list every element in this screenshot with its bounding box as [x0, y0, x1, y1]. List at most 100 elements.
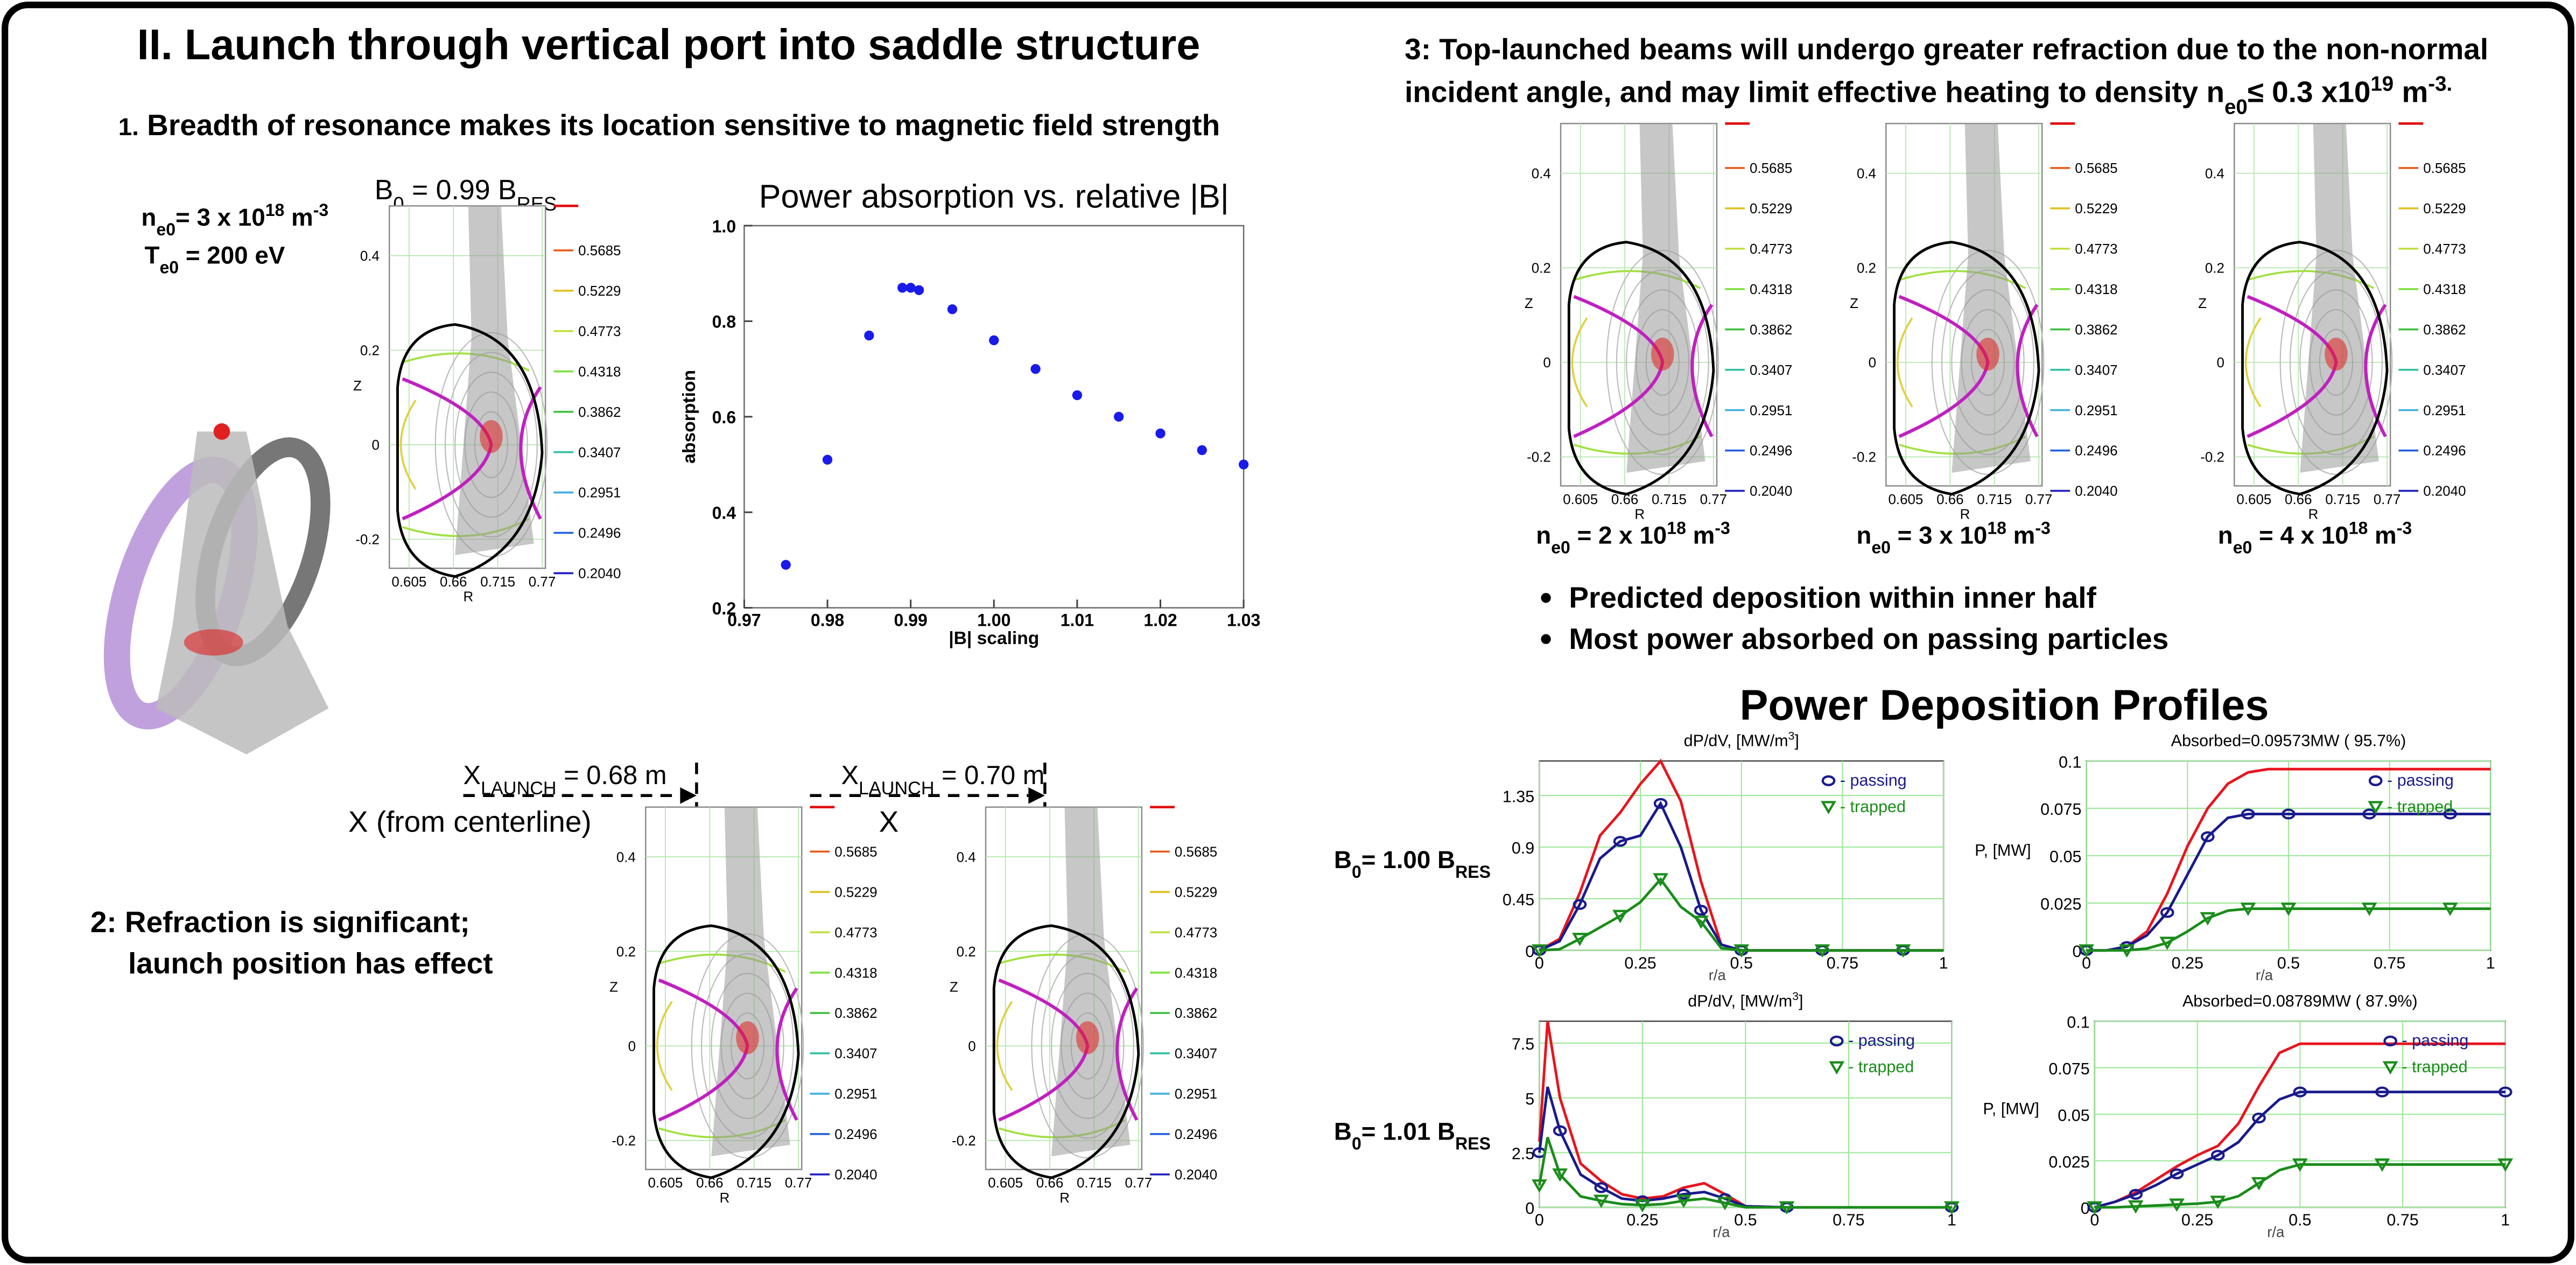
y-tick-label: 0.6 — [712, 408, 736, 427]
x-tick-label: 0.75 — [1827, 954, 1858, 972]
z-tick-label: -0.2 — [2200, 449, 2224, 465]
colorbar-label: 0.5685 — [2423, 160, 2466, 176]
marker — [1779, 1201, 1795, 1215]
text-run: = 3 x 10 — [1891, 521, 1987, 549]
text-run: 18 — [265, 200, 285, 220]
section-heading: launch position has effect — [128, 947, 493, 980]
y-tick-label: 2.5 — [1512, 1144, 1534, 1163]
equilibrium-plot: 0.40.20-0.20.605 0.66 0.715 0.77ZR0.56850.5… — [2198, 122, 2466, 522]
deposition-title: Power Deposition Profiles — [1740, 681, 2269, 729]
r-tick-label: 0.715 — [2325, 491, 2360, 507]
marker — [2382, 1061, 2398, 1075]
legend-label: - trapped — [1848, 1058, 1914, 1076]
colorbar-label: 0.4318 — [2423, 281, 2466, 297]
density-case: ne0 = 4 x 1018 m-3 — [2218, 518, 2412, 557]
r-tick-label: 0.77 — [529, 574, 556, 590]
yellow-contour — [399, 400, 417, 490]
r-tick-label: 0.715 — [1652, 491, 1687, 507]
chart-title: Absorbed=0.08789MW ( 87.9%) — [2182, 992, 2418, 1010]
colorbar-label: 0.2951 — [2423, 402, 2466, 418]
y-tick-label: 0 — [2072, 942, 2081, 961]
marker — [1943, 1201, 1960, 1215]
x-tick-label: 1 — [2486, 954, 2495, 972]
x-tick-label: 1.01 — [1061, 610, 1094, 630]
y-tick-label: 1.35 — [1503, 787, 1534, 806]
marker — [1693, 915, 1709, 929]
x-tick-label: 1.03 — [1227, 610, 1260, 630]
marker — [2210, 1150, 2225, 1161]
density-case: ne0 = 3 x 1018 m-3 — [1856, 518, 2050, 557]
colorbar-label: 0.5685 — [834, 843, 877, 859]
z-tick-label: 0.2 — [1857, 260, 1876, 276]
equilibrium-plot: 0.40.20-0.20.605 0.66 0.715 0.77ZR0.56850.5… — [1525, 122, 1792, 522]
z-tick-label: 0.4 — [2205, 165, 2224, 181]
plasma-boundary — [1893, 241, 2040, 496]
launch-axis: X (from centerline) — [348, 805, 592, 838]
equilibrium-plot: 0.40.20-0.20.605 0.66 0.715 0.77ZR0.56850.5… — [950, 806, 1217, 1206]
text-run: -3 — [313, 200, 328, 220]
marker — [1532, 944, 1547, 958]
marker — [2170, 1168, 2184, 1179]
y-tick-label: 0 — [1525, 942, 1534, 961]
yellow-contour — [1896, 317, 1913, 408]
y-tick-label: 7.5 — [1512, 1035, 1534, 1053]
r-tick-label: 0.605 — [648, 1175, 683, 1191]
marker — [2361, 903, 2377, 916]
y-axis-label: absorption — [679, 370, 699, 464]
marker — [1829, 1061, 1845, 1075]
launch-label: XLAUNCH = 0.68 m — [464, 761, 667, 799]
ray-beam — [711, 807, 790, 1157]
z-tick-label: 0.4 — [360, 248, 380, 264]
marker — [2362, 808, 2376, 820]
marker — [1594, 1182, 1609, 1193]
launch-axis: X — [879, 805, 899, 838]
colorbar-label: 0.2951 — [1175, 1086, 1217, 1102]
colorbar-label: 0.4318 — [1750, 281, 1792, 297]
marker — [2079, 944, 2095, 958]
equilibrium-plot: 0.40.20-0.20.605 0.66 0.715 0.77ZR0.56850.5… — [353, 205, 621, 604]
colorbar-label: 0.4773 — [2075, 241, 2117, 257]
axis-label: R — [1059, 1190, 1070, 1206]
bullet-dot — [1541, 593, 1551, 603]
text-run: = 200 eV — [179, 241, 285, 269]
text-run: ≤ 0.3 x10 — [2248, 75, 2371, 109]
deposition-spot — [480, 420, 503, 453]
colorbar-label: 0.3407 — [1175, 1045, 1217, 1061]
data-point — [1114, 411, 1124, 422]
colorbar-label: 0.3407 — [578, 444, 621, 460]
z-tick-label: 0 — [1543, 354, 1550, 371]
y-tick-label: 0.2 — [712, 599, 736, 618]
r-tick-label: 0.715 — [736, 1175, 771, 1191]
marker — [2383, 1035, 2397, 1047]
field-case: B0= 1.00 BRES — [1334, 846, 1491, 882]
axis-label: Z — [2198, 295, 2207, 311]
marker — [2443, 808, 2458, 820]
colorbar-label: 0.5685 — [2075, 160, 2117, 176]
colorbar-label: 0.4773 — [834, 924, 877, 940]
equilibrium-plot: 0.40.20-0.20.605 0.66 0.715 0.77ZR0.56850.5… — [609, 806, 878, 1206]
legend-label: - trapped — [2402, 1058, 2468, 1076]
colorbar-label: 0.3407 — [2075, 362, 2117, 378]
z-tick-label: 0.2 — [616, 943, 636, 960]
axis-label: Z — [1525, 295, 1533, 311]
r-tick-label: 0.715 — [1977, 491, 2012, 507]
x-tick-label: 0 — [2090, 1211, 2099, 1229]
chart-title: dP/dV, [MW/m3] — [1688, 990, 1803, 1010]
y-tick-label: 0.05 — [2058, 1106, 2089, 1124]
data-point — [1155, 428, 1166, 439]
x-axis-label: |B| scaling — [949, 628, 1039, 648]
y-tick-label: 0.05 — [2049, 848, 2081, 866]
colorbar-label: 0.3407 — [2423, 362, 2466, 378]
colorbar-label: 0.3862 — [2423, 322, 2466, 338]
section-heading: 2: Refraction is significant; — [90, 905, 470, 939]
r-tick-label: 0.605 — [391, 574, 426, 590]
colorbar-label: 0.3862 — [834, 1005, 877, 1021]
marker — [2087, 1201, 2103, 1215]
marker — [2442, 903, 2458, 916]
marker — [2169, 1198, 2185, 1212]
y-tick-label: 0.4 — [712, 503, 736, 522]
y-tick-label: 0.025 — [2048, 1153, 2089, 1171]
marker — [2159, 936, 2175, 951]
text-run: n — [2218, 521, 2233, 549]
z-tick-label: 0.4 — [1857, 165, 1876, 181]
